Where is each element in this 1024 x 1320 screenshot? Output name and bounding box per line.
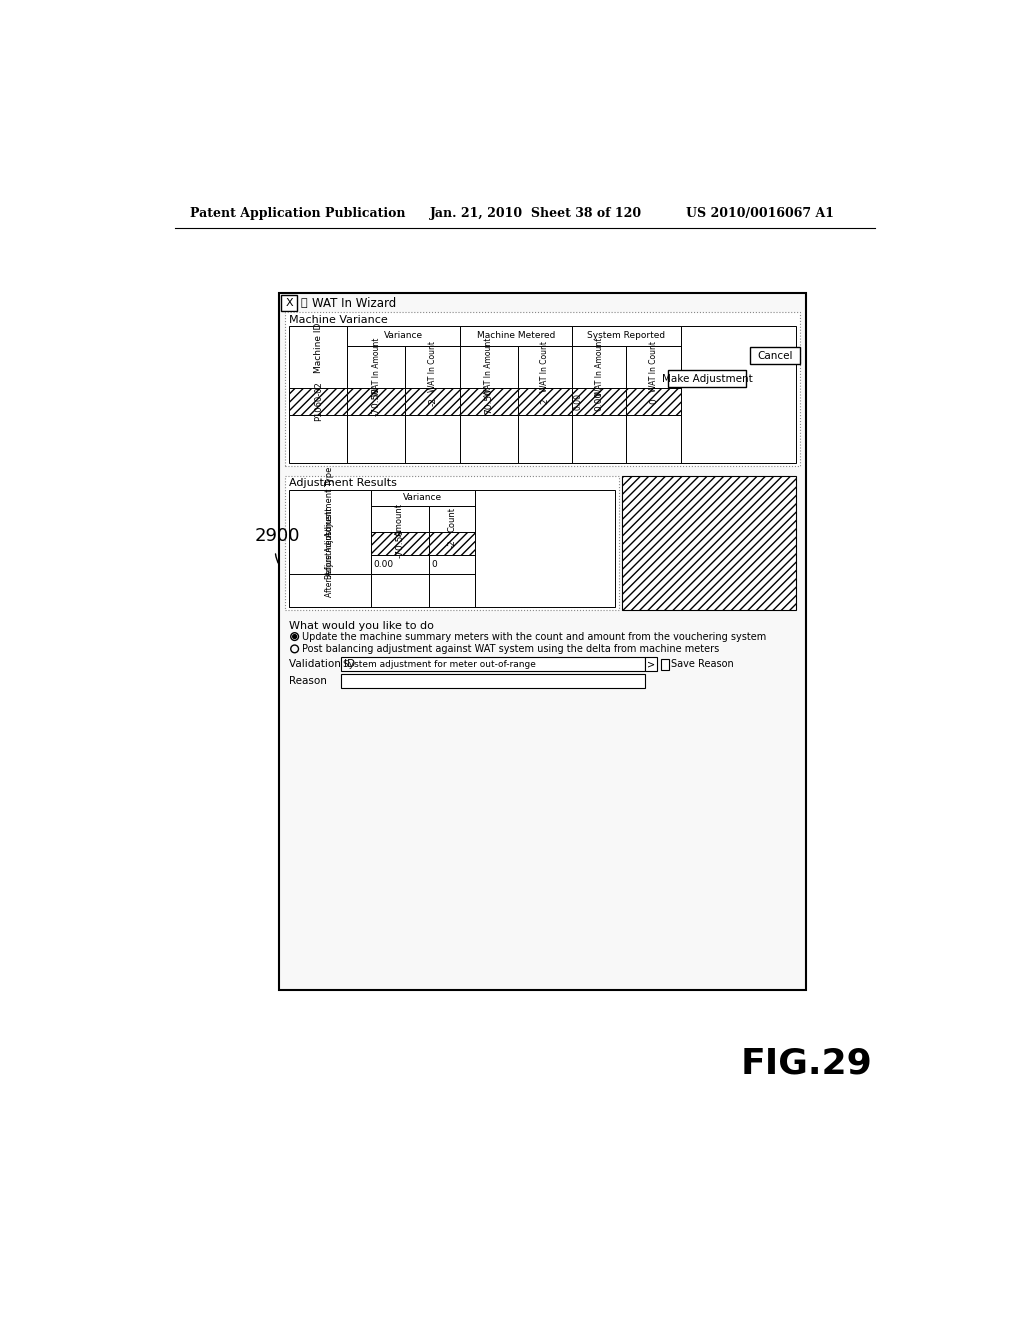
Bar bbox=[572, 326, 681, 346]
Bar bbox=[347, 326, 460, 346]
Text: WAT In Count: WAT In Count bbox=[541, 341, 550, 392]
Text: Update the machine summary meters with the count and amount from the vouchering : Update the machine summary meters with t… bbox=[302, 631, 767, 642]
Text: Amount: Amount bbox=[395, 503, 404, 536]
Text: Machine ID: Machine ID bbox=[313, 322, 323, 372]
Bar bbox=[429, 554, 475, 574]
Bar bbox=[750, 347, 800, 364]
Text: Validation ID: Validation ID bbox=[289, 659, 355, 669]
Bar bbox=[460, 414, 518, 462]
Text: US 2010/0016067 A1: US 2010/0016067 A1 bbox=[686, 207, 834, 220]
Text: 0: 0 bbox=[649, 399, 658, 404]
Bar bbox=[289, 326, 347, 462]
Bar bbox=[371, 574, 429, 607]
Bar bbox=[289, 490, 371, 607]
Text: Jan. 21, 2010  Sheet 38 of 120: Jan. 21, 2010 Sheet 38 of 120 bbox=[430, 207, 642, 220]
Text: -70.50: -70.50 bbox=[395, 529, 404, 558]
Text: X: X bbox=[286, 298, 293, 308]
Text: WAT In Count: WAT In Count bbox=[428, 341, 437, 392]
Bar bbox=[429, 507, 475, 532]
Bar bbox=[282, 296, 297, 312]
Text: System Reported: System Reported bbox=[587, 331, 666, 341]
Bar bbox=[572, 346, 627, 388]
Text: ⓐ: ⓐ bbox=[301, 298, 307, 308]
Bar bbox=[460, 388, 518, 414]
Text: P1060-02: P1060-02 bbox=[313, 381, 323, 421]
Text: 0: 0 bbox=[431, 560, 437, 569]
Bar bbox=[280, 293, 806, 990]
Text: FIG.29: FIG.29 bbox=[740, 1047, 872, 1080]
Bar bbox=[371, 532, 429, 554]
Text: 2900: 2900 bbox=[254, 527, 300, 545]
Bar bbox=[371, 554, 429, 574]
Text: Adjustment Results: Adjustment Results bbox=[289, 478, 397, 488]
Text: What would you like to do: What would you like to do bbox=[289, 620, 434, 631]
Text: Post balancing adjustment against WAT system using the delta from machine meters: Post balancing adjustment against WAT sy… bbox=[302, 644, 720, 653]
Text: -70.50: -70.50 bbox=[372, 387, 381, 416]
Bar bbox=[572, 388, 627, 414]
Bar bbox=[662, 659, 669, 669]
Text: Adjustment Type: Adjustment Type bbox=[326, 467, 335, 537]
Text: Variance: Variance bbox=[384, 331, 423, 341]
Bar bbox=[371, 507, 429, 532]
Bar bbox=[460, 326, 572, 346]
Bar bbox=[429, 574, 475, 607]
Bar bbox=[371, 490, 475, 507]
Text: -2: -2 bbox=[428, 397, 437, 405]
Bar bbox=[429, 532, 475, 554]
Text: WAT In Amount: WAT In Amount bbox=[484, 338, 494, 396]
Bar bbox=[286, 313, 800, 466]
Bar bbox=[518, 346, 572, 388]
FancyArrowPatch shape bbox=[275, 554, 287, 572]
Bar bbox=[460, 346, 518, 388]
Bar bbox=[341, 657, 645, 671]
Bar bbox=[406, 388, 460, 414]
Text: >: > bbox=[647, 659, 655, 669]
Bar bbox=[623, 475, 796, 610]
Text: Machine Variance: Machine Variance bbox=[289, 315, 388, 325]
Bar bbox=[518, 388, 572, 414]
Text: Make Adjustment: Make Adjustment bbox=[662, 374, 753, 384]
Text: WAT In Count: WAT In Count bbox=[649, 341, 658, 392]
Bar bbox=[518, 414, 572, 462]
Bar bbox=[347, 388, 406, 414]
Text: WAT In Amount: WAT In Amount bbox=[595, 338, 604, 396]
Bar bbox=[406, 414, 460, 462]
Bar bbox=[289, 574, 371, 607]
Text: 2: 2 bbox=[541, 399, 550, 404]
Bar bbox=[627, 388, 681, 414]
Text: WAT In Amount: WAT In Amount bbox=[372, 338, 381, 396]
Bar bbox=[572, 414, 627, 462]
Text: Count: Count bbox=[447, 507, 457, 532]
Text: System adjustment for meter out-of-range: System adjustment for meter out-of-range bbox=[343, 660, 537, 669]
Text: Cancel: Cancel bbox=[757, 351, 793, 360]
Text: WAT In Wizard: WAT In Wizard bbox=[311, 297, 396, 310]
Bar bbox=[347, 346, 406, 388]
Text: Before Adjustment: Before Adjustment bbox=[326, 508, 335, 579]
Bar bbox=[681, 326, 796, 462]
Text: After Adjustment: After Adjustment bbox=[326, 532, 335, 597]
Text: Reason: Reason bbox=[289, 676, 327, 686]
Bar bbox=[669, 370, 745, 387]
Text: 0.00: 0.00 bbox=[595, 391, 604, 412]
Text: 70.50: 70.50 bbox=[484, 388, 494, 414]
Bar bbox=[406, 346, 460, 388]
Bar bbox=[627, 414, 681, 462]
Text: 0.00: 0.00 bbox=[373, 560, 393, 569]
Text: Save Reason: Save Reason bbox=[672, 659, 734, 669]
Text: 0.00: 0.00 bbox=[573, 393, 583, 409]
Circle shape bbox=[293, 635, 297, 639]
Bar bbox=[286, 475, 618, 610]
Text: Patent Application Publication: Patent Application Publication bbox=[190, 207, 406, 220]
Text: -2: -2 bbox=[447, 539, 457, 548]
Text: Machine Metered: Machine Metered bbox=[477, 331, 555, 341]
Bar bbox=[645, 657, 657, 671]
Bar bbox=[347, 414, 406, 462]
Bar bbox=[289, 388, 347, 414]
Bar bbox=[341, 675, 645, 688]
Text: Variance: Variance bbox=[403, 494, 442, 503]
Bar bbox=[627, 346, 681, 388]
Bar bbox=[475, 490, 614, 607]
